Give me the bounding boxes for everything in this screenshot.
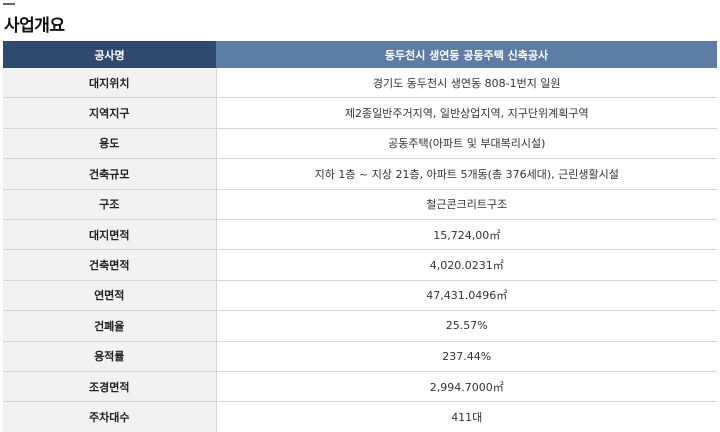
table-row: 지역지구 제2종일반주거지역, 일반상업지역, 지구단위계획구역 <box>3 97 717 129</box>
table-row: 건축면적 4,020.0231㎡ <box>3 249 717 281</box>
row-value: 15,724,00㎡ <box>216 219 717 251</box>
row-value: 제2종일반주거지역, 일반상업지역, 지구단위계획구역 <box>216 97 717 129</box>
title-accent-bar <box>3 3 15 5</box>
table-row: 건폐율 25.57% <box>3 310 717 342</box>
row-label: 대지위치 <box>3 68 217 99</box>
table-row: 대지면적 15,724,00㎡ <box>3 219 717 251</box>
row-label: 조경면적 <box>3 371 217 403</box>
table-row: 주차대수 411대 <box>3 401 717 432</box>
row-value: 2,994.7000㎡ <box>216 371 717 403</box>
row-label: 용도 <box>3 128 217 160</box>
row-label: 용적률 <box>3 341 217 372</box>
table-row: 연면적 47,431.0496㎡ <box>3 280 717 312</box>
row-value: 공동주택(아파트 및 부대복리시설) <box>216 128 717 160</box>
row-label: 건축면적 <box>3 249 217 281</box>
row-value: 철근콘크리트구조 <box>216 189 717 220</box>
row-label: 건폐율 <box>3 310 217 342</box>
row-label: 주차대수 <box>3 401 217 432</box>
table-row: 조경면적 2,994.7000㎡ <box>3 371 717 403</box>
row-value: 47,431.0496㎡ <box>216 280 717 312</box>
row-value: 경기도 동두천시 생연동 808-1번지 일원 <box>216 68 717 99</box>
row-label: 지역지구 <box>3 97 217 129</box>
table-row: 용도 공동주택(아파트 및 부대복리시설) <box>3 128 717 160</box>
table-row: 대지위치 경기도 동두천시 생연동 808-1번지 일원 <box>3 68 717 99</box>
table-row: 구조 철근콘크리트구조 <box>3 189 717 220</box>
row-value: 지하 1층 ~ 지상 21층, 아파트 5개동(총 376세대), 근린생활시설 <box>216 158 717 190</box>
project-overview-table-container: 공사명 동두천시 생연동 공동주택 신축공사 대지위치 경기도 동두천시 생연동… <box>3 41 717 432</box>
project-overview-table: 공사명 동두천시 생연동 공동주택 신축공사 대지위치 경기도 동두천시 생연동… <box>3 41 717 432</box>
table-header-row: 공사명 동두천시 생연동 공동주택 신축공사 <box>3 41 717 68</box>
row-label: 연면적 <box>3 280 217 312</box>
row-value: 411대 <box>216 401 717 432</box>
row-label: 대지면적 <box>3 219 217 251</box>
row-label: 구조 <box>3 189 217 220</box>
table-row: 건축규모 지하 1층 ~ 지상 21층, 아파트 5개동(총 376세대), 근… <box>3 158 717 190</box>
header-value-cell: 동두천시 생연동 공동주택 신축공사 <box>216 41 717 68</box>
header-label-cell: 공사명 <box>3 41 216 68</box>
row-value: 4,020.0231㎡ <box>216 249 717 281</box>
row-value: 25.57% <box>216 310 717 342</box>
page-title: 사업개요 <box>4 16 65 36</box>
table-row: 용적률 237.44% <box>3 341 717 372</box>
row-value: 237.44% <box>216 341 717 372</box>
row-label: 건축규모 <box>3 158 217 190</box>
